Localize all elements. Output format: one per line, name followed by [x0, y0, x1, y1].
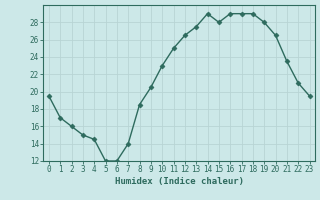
- X-axis label: Humidex (Indice chaleur): Humidex (Indice chaleur): [115, 177, 244, 186]
